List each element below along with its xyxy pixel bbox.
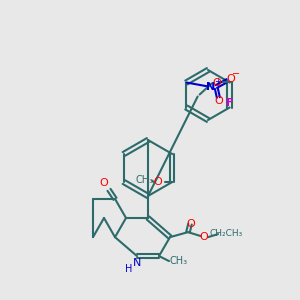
Text: O: O [187, 219, 195, 229]
Text: F: F [226, 98, 233, 109]
Text: O: O [154, 177, 163, 187]
Text: O: O [226, 74, 235, 85]
Text: O: O [214, 95, 223, 106]
Text: N: N [133, 258, 141, 268]
Text: −: − [232, 68, 240, 79]
Text: O: O [200, 232, 208, 242]
Text: +: + [214, 77, 221, 86]
Text: O: O [100, 178, 108, 188]
Text: CH₂CH₃: CH₂CH₃ [209, 229, 243, 238]
Text: N: N [206, 82, 215, 92]
Text: CH₃: CH₃ [135, 175, 153, 185]
Text: H: H [125, 264, 133, 274]
Text: O: O [212, 79, 221, 88]
Text: CH₃: CH₃ [170, 256, 188, 266]
